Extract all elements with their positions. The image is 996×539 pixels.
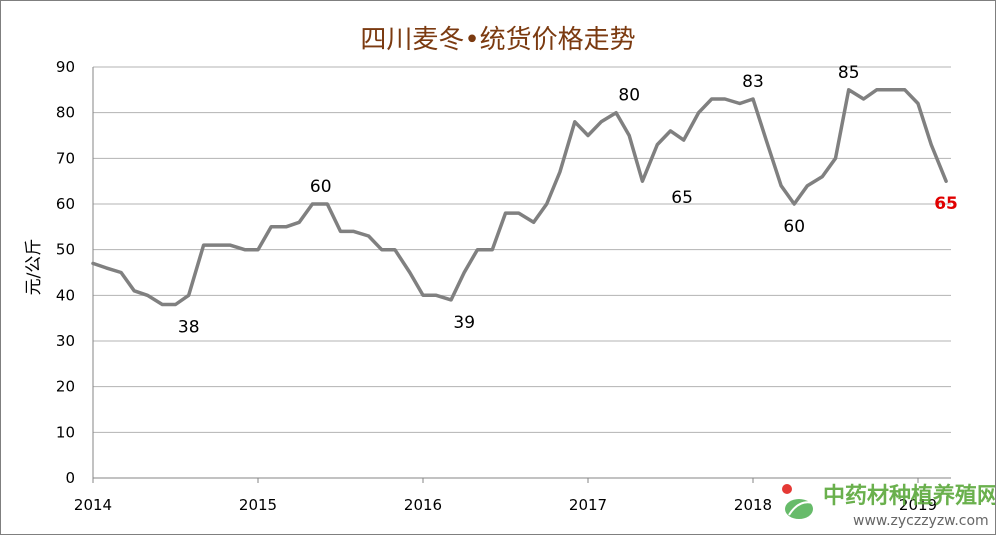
y-tick-label: 20 [56,378,75,396]
watermark-url: www.zyczzyzw.com [853,513,989,529]
x-tick-label: 2016 [404,496,442,514]
y-tick-label: 30 [56,332,75,350]
x-tick-label: 2019 [899,496,937,514]
data-label: 38 [178,317,200,337]
watermark: 中药材种植养殖网 www.zyczzyzw.com [782,483,996,529]
y-tick-label: 80 [56,104,75,122]
y-tick-labels: 0 10 20 30 40 50 60 70 80 90 [56,58,75,487]
y-tick-label: 70 [56,149,75,167]
annotation-labels: 38 60 39 80 65 83 60 85 65 [178,63,958,338]
data-label: 65 [671,188,693,208]
data-label: 60 [783,217,805,237]
gridlines [93,66,951,433]
watermark-text: 中药材种植养殖网 [823,483,995,509]
y-tick-label: 60 [56,195,75,213]
x-tick-label: 2015 [239,496,277,514]
x-tick-label: 2017 [569,496,607,514]
leaf-logo-icon [782,484,814,519]
x-tick-label: 2018 [734,496,772,514]
series-layer [91,88,948,307]
y-tick-label: 90 [56,58,75,76]
data-label: 85 [838,63,860,83]
y-tick-label: 10 [56,423,75,441]
chart-title: 四川麦冬•统货价格走势 [360,25,635,55]
data-label: 83 [742,72,764,92]
y-tick-label: 0 [65,469,75,487]
data-label: 60 [310,177,332,197]
series-line [91,88,948,307]
y-tick-label: 50 [56,241,75,259]
y-axis-label: 元/公斤 [24,239,44,296]
data-label: 80 [618,86,640,106]
y-tick-label: 40 [56,286,75,304]
x-tick-labels: 2014 2015 2016 2017 2018 2019 [74,478,937,514]
data-label: 39 [453,313,475,333]
axes [92,67,951,479]
data-label: 65 [934,194,958,214]
x-tick-label: 2014 [74,496,112,514]
